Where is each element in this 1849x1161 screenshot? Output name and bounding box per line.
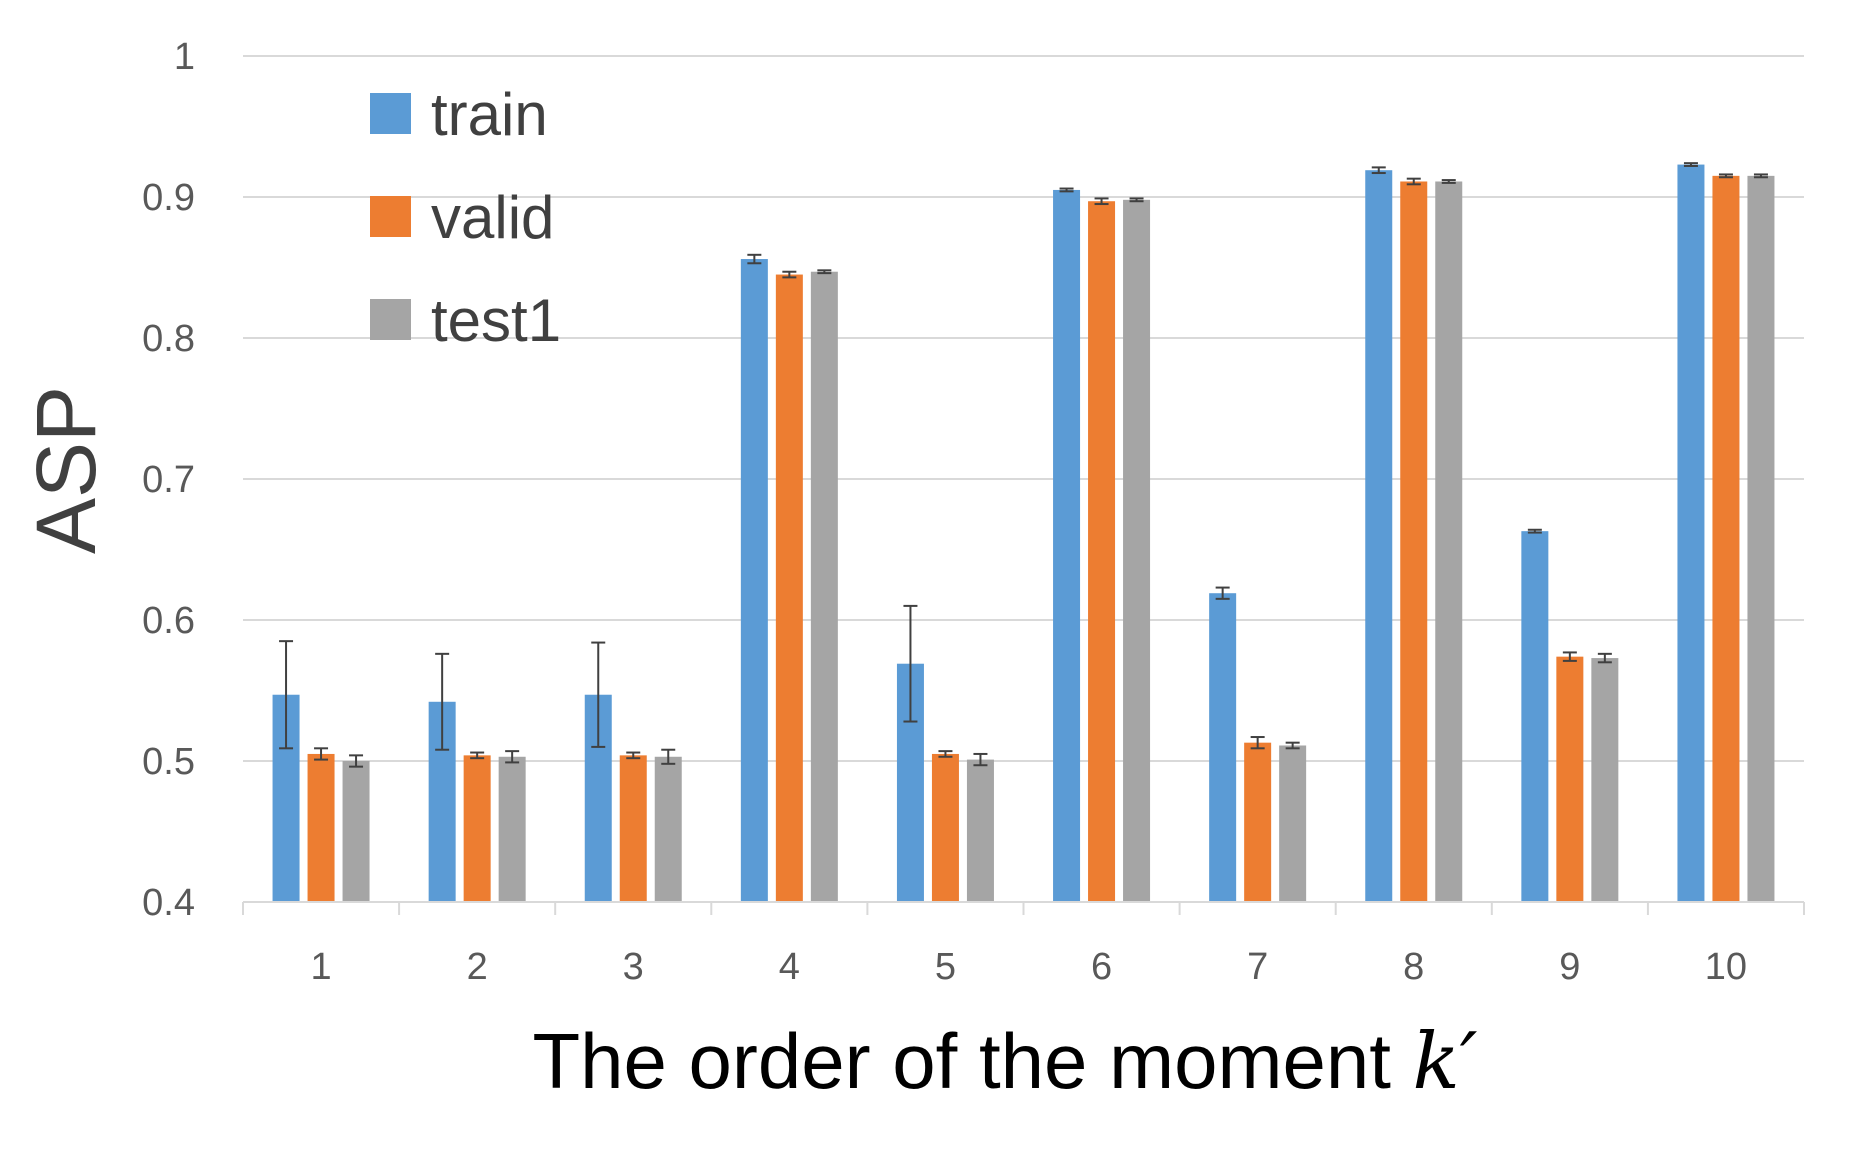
x-tick-label: 5 [935,946,956,988]
bar-valid-10 [1712,175,1740,903]
bar-valid-2 [463,755,491,902]
error-bar-valid-6 [1094,197,1109,206]
legend-swatch-train [370,93,411,134]
x-tick-label: 8 [1403,946,1424,988]
error-bar-train-10 [1683,162,1698,167]
error-bar-test1-9 [1597,652,1612,664]
y-tick-label: 0.4 [142,882,195,924]
bar-valid-1 [307,753,335,902]
error-bar-test1-8 [1441,179,1456,184]
bar-test1-7 [1279,745,1307,902]
error-bar-train-9 [1527,528,1542,534]
bar-valid-9 [1556,656,1584,902]
error-bar-valid-5 [938,750,953,758]
error-bar-train-5 [903,604,918,723]
legend-swatch-valid [370,196,411,237]
bar-valid-3 [619,755,647,902]
x-axis-label-text: The order of the moment [532,1017,1412,1105]
error-bar-valid-2 [470,751,485,760]
error-bar-test1-3 [661,748,676,765]
legend: train valid test1 [370,81,561,354]
bar-train-8 [1365,170,1393,902]
error-bar-train-4 [747,253,762,265]
x-tick-label: 4 [779,946,800,988]
bar-test1-6 [1123,199,1151,902]
bar-train-6 [1053,189,1081,902]
error-bar-test1-4 [817,269,832,275]
bar-test1-10 [1747,175,1775,903]
bar-valid-8 [1400,181,1428,903]
y-tick-label: 0.5 [142,741,195,783]
x-tick-labels: 1 2 3 4 5 6 7 8 9 10 [310,946,1747,988]
y-tick-label: 0.7 [142,459,195,501]
error-bar-train-8 [1371,166,1386,175]
y-axis-label: ASP [19,386,113,554]
error-bar-test1-2 [505,750,520,764]
bar-train-9 [1521,531,1549,902]
x-tick-label: 7 [1247,946,1268,988]
x-tick-label: 10 [1705,946,1747,988]
bar-test1-1 [342,761,370,902]
bar-test1-9 [1591,658,1619,902]
bar-train-7 [1209,593,1237,902]
y-tick-label: 1 [174,36,195,78]
bar-valid-5 [931,753,959,902]
error-bar-train-7 [1215,586,1230,600]
x-tick-label: 9 [1559,946,1580,988]
bar-test1-5 [966,759,994,902]
error-bar-valid-3 [626,751,641,760]
error-bar-test1-1 [349,754,364,768]
error-bar-train-1 [279,640,294,750]
error-bar-valid-1 [314,747,329,761]
error-bar-valid-8 [1406,177,1421,186]
bar-test1-2 [498,756,526,902]
error-bar-train-3 [591,641,606,748]
error-bar-train-2 [435,652,450,751]
y-tick-label: 0.8 [142,318,195,360]
bar-train-10 [1677,164,1705,902]
error-bar-valid-10 [1718,173,1733,179]
error-bars [279,162,1768,768]
x-tick-label: 1 [310,946,331,988]
bar-valid-6 [1088,201,1116,903]
legend-swatch-test1 [370,299,411,340]
x-tick-label: 3 [623,946,644,988]
bar-train-4 [740,259,768,902]
x-tick-label: 6 [1091,946,1112,988]
error-bar-test1-6 [1129,197,1144,203]
error-bar-valid-9 [1562,651,1577,662]
x-axis-label-variable: k′ [1413,1017,1478,1107]
error-bar-train-6 [1059,187,1074,193]
bar-test1-4 [810,271,838,903]
error-bar-test1-7 [1285,741,1300,750]
bar-valid-4 [775,274,803,902]
y-tick-label: 0.6 [142,600,195,642]
bar-valid-7 [1244,742,1272,902]
error-bar-test1-10 [1753,173,1768,179]
legend-label-valid: valid [431,184,554,251]
bars [272,164,1775,903]
legend-label-train: train [431,81,548,148]
x-tick-label: 2 [467,946,488,988]
y-tick-labels: 0.4 0.5 0.6 0.7 0.8 0.9 1 [142,36,195,924]
x-axis [242,901,1805,915]
legend-label-test1: test1 [431,287,561,354]
error-bar-test1-5 [973,752,988,767]
bar-test1-3 [654,756,682,902]
error-bar-valid-7 [1250,736,1265,750]
bar-test1-8 [1435,181,1463,903]
y-tick-label: 0.9 [142,177,195,219]
x-axis-label: The order of the moment k′ [532,1017,1477,1107]
error-bar-valid-4 [782,270,797,279]
